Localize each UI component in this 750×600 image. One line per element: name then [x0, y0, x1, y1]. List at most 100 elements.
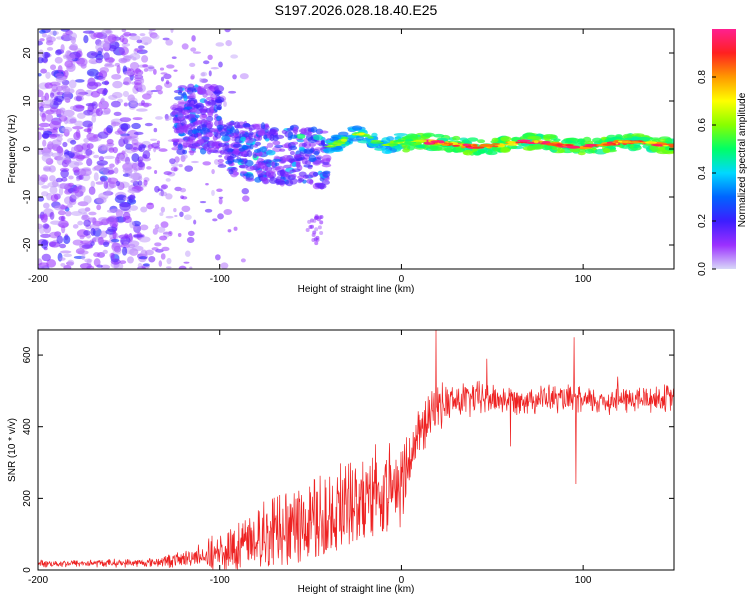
heatmap-cell-679 — [98, 76, 106, 81]
heatmap-cell-828 — [191, 35, 196, 42]
heatmap-cell-460 — [128, 172, 133, 179]
heatmap-cell-1078 — [208, 146, 216, 153]
heatmap-cell-1896 — [477, 149, 486, 155]
heatmap-cell-844 — [166, 64, 175, 69]
heatmap-cell-473 — [111, 121, 121, 127]
heatmap-cell-2091 — [567, 145, 581, 149]
heatmap-cell-673 — [137, 162, 145, 168]
heatmap-cell-495 — [38, 106, 44, 112]
heatmap-cell-1467 — [245, 177, 255, 182]
heatmap-cell-1072 — [203, 143, 210, 151]
heatmap-cell-46 — [102, 249, 108, 255]
heatmap-cell-1131 — [272, 140, 281, 146]
heatmap-cell-223 — [123, 77, 132, 86]
heatmap-cell-836 — [202, 161, 212, 166]
heatmap-cell-1356 — [279, 148, 286, 152]
heatmap-cell-1435 — [285, 179, 294, 187]
heatmap-cell-849 — [159, 67, 165, 71]
heatmap-cell-2017 — [381, 143, 391, 146]
heatmap-cell-617 — [97, 131, 109, 139]
heatmap-cell-467 — [40, 213, 48, 223]
heatmap-cell-614 — [93, 82, 102, 87]
heatmap-cell-716 — [146, 202, 155, 210]
heatmap-cell-701 — [145, 249, 154, 256]
heatmap-cell-21 — [63, 265, 72, 269]
heatmap-cell-494 — [119, 46, 129, 56]
heatmap-cell-668 — [142, 64, 149, 68]
heatmap-cell-408 — [110, 258, 121, 265]
heatmap-cell-1394 — [293, 153, 302, 159]
heatmap-cell-1057 — [174, 96, 183, 101]
heatmap-cell-640 — [107, 169, 115, 175]
heatmap-cell-1446 — [221, 135, 231, 142]
heatmap-cell-1420 — [269, 134, 275, 142]
heatmap-cell-2082 — [472, 146, 485, 149]
heatmap-cell-808 — [165, 193, 173, 200]
heatmap-cell-2069 — [404, 141, 417, 144]
heatmap-cell-434 — [54, 56, 63, 64]
heatmap-cell-1471 — [225, 160, 233, 165]
heatmap-cell-816 — [218, 61, 223, 68]
heatmap-cell-762 — [224, 29, 231, 33]
heatmap-cell-382 — [137, 180, 143, 186]
heatmap-cell-662 — [110, 100, 121, 108]
heatmap-cell-805 — [200, 72, 206, 77]
heatmap-cell-457 — [47, 181, 59, 188]
heatmap-cell-1883 — [415, 144, 426, 149]
heatmap-cell-1497 — [313, 237, 318, 242]
heatmap-cell-1473 — [313, 134, 324, 141]
heatmap-cell-694 — [50, 220, 62, 225]
heatmap-cell-1493 — [311, 232, 316, 237]
heatmap-cell-1415 — [308, 154, 317, 163]
heatmap-cell-835 — [146, 166, 152, 170]
heatmap-cell-587 — [60, 44, 65, 52]
heatmap-cell-758 — [217, 213, 224, 220]
heatmap-cell-540 — [99, 66, 109, 74]
heatmap-cell-181 — [136, 108, 148, 112]
spectrogram-ylabel: Frequency (Hz) — [7, 115, 18, 184]
heatmap-cell-1633 — [477, 139, 486, 144]
heatmap-cell-561 — [142, 102, 150, 108]
heatmap-cell-168 — [100, 230, 108, 238]
heatmap-cell-1042 — [197, 132, 202, 137]
heatmap-cell-1463 — [270, 161, 275, 167]
heatmap-cell-676 — [45, 40, 54, 46]
heatmap-cell-651 — [129, 35, 141, 41]
heatmap-cell-429 — [68, 182, 74, 187]
heatmap-cell-544 — [44, 82, 53, 89]
heatmap-cell-1454 — [222, 143, 230, 152]
heatmap-cell-542 — [93, 154, 100, 159]
heatmap-cell-369 — [96, 204, 102, 211]
heatmap-cell-247 — [104, 62, 113, 67]
heatmap-cell-207 — [39, 38, 45, 42]
heatmap-cell-1006 — [182, 141, 188, 148]
heatmap-cell-766 — [178, 265, 187, 269]
heatmap-cell-626 — [95, 57, 103, 64]
heatmap-cell-440 — [50, 194, 59, 202]
heatmap-cell-123 — [140, 36, 152, 45]
heatmap-cell-675 — [42, 223, 50, 229]
heatmap-cell-1303 — [291, 168, 301, 172]
snr-ytick-label-1: 200 — [22, 490, 33, 507]
heatmap-cell-558 — [49, 134, 58, 139]
heatmap-cell-606 — [41, 95, 47, 102]
heatmap-cell-813 — [148, 31, 153, 35]
snr-ticks: -200 -100 0 100 0 200 400 600 — [22, 330, 674, 586]
heatmap-cell-1423 — [242, 123, 251, 128]
heatmap-cell-532 — [86, 158, 93, 167]
heatmap-cell-858 — [161, 184, 168, 190]
heatmap-cell-1494 — [309, 218, 314, 223]
heatmap-cell-687 — [41, 153, 51, 162]
heatmap-cell-383 — [90, 227, 96, 236]
heatmap-cell-671 — [114, 156, 120, 165]
heatmap-cell-731 — [154, 242, 162, 247]
heatmap-cell-636 — [120, 123, 129, 132]
heatmap-cell-864 — [147, 144, 154, 149]
heatmap-cell-2003 — [584, 143, 598, 147]
heatmap-cell-1453 — [288, 158, 295, 164]
heatmap-cell-1329 — [291, 161, 298, 167]
heatmap-cell-690 — [93, 258, 101, 267]
heatmap-cell-591 — [100, 97, 106, 105]
heatmap-cell-2099 — [602, 143, 614, 146]
heatmap-cell-1498 — [315, 215, 320, 220]
